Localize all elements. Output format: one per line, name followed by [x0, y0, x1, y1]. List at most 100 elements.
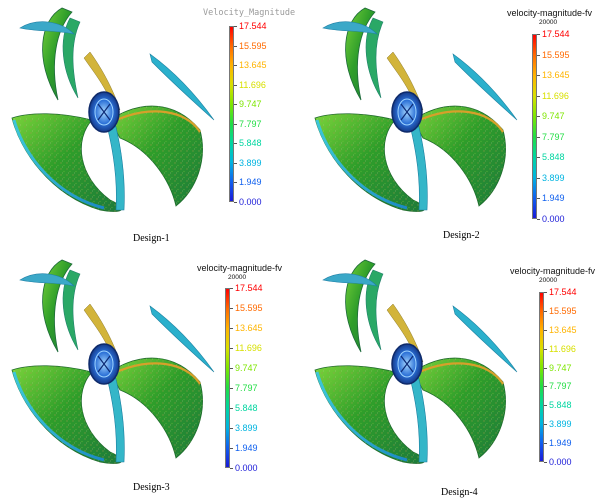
colorbar — [229, 26, 234, 202]
legend-tick-mark — [230, 408, 233, 409]
colorbar — [532, 34, 537, 219]
legend-tick-label: 11.696 — [235, 343, 262, 353]
legend-tick-mark — [537, 157, 540, 159]
legend-tick-mark — [544, 348, 547, 350]
legend-tick-mark — [544, 424, 547, 426]
caption: Design-1 — [133, 233, 170, 244]
legend-tick-mark — [234, 162, 237, 164]
legend-title: velocity-magnitude-fv — [507, 8, 593, 18]
legend-tick-label: 17.544 — [542, 29, 570, 39]
legend-tick-label: 9.747 — [542, 111, 565, 122]
legend-tick-mark — [230, 368, 233, 369]
legend-tick-label: 1.949 — [549, 438, 572, 449]
legend-tick-mark — [230, 288, 233, 289]
legend-tick-mark — [544, 443, 547, 445]
propeller-render — [313, 6, 519, 214]
panel-design-2: velocity-magnitude-fv 20000 17.544 15.595… — [303, 0, 606, 251]
legend-tick-mark — [234, 104, 237, 106]
legend-tick-label: 5.848 — [542, 152, 565, 163]
legend-title: Velocity_Magnitude — [203, 8, 296, 18]
caption: Design-2 — [443, 230, 480, 241]
legend-tick-mark — [544, 367, 547, 369]
legend-tick-label: 7.797 — [235, 383, 258, 393]
legend-tick-label: 3.899 — [239, 157, 262, 168]
legend-tick-mark — [234, 65, 237, 67]
colorbar — [539, 292, 544, 462]
propeller-render — [10, 6, 216, 214]
legend-tick-label: 15.595 — [239, 40, 267, 51]
legend-tick-mark — [544, 462, 547, 463]
legend-tick-mark — [544, 310, 547, 312]
legend-tick-label: 0.000 — [542, 214, 565, 224]
panel-design-1: Velocity_Magnitude 17.544 15.595 13.645 11.… — [0, 0, 303, 251]
legend-tick-mark — [537, 136, 540, 138]
legend-tick-label: 17.544 — [549, 287, 577, 297]
legend-tick-mark — [230, 328, 233, 329]
legend-tick-mark — [537, 177, 540, 179]
legend-tick-mark — [537, 34, 540, 35]
legend-tick-label: 0.000 — [549, 457, 572, 467]
legend-tick-mark — [537, 198, 540, 200]
legend-tick-mark — [230, 348, 233, 349]
legend-title: velocity-magnitude-fv — [197, 263, 283, 273]
legend-tick-label: 17.544 — [239, 21, 267, 31]
legend-title: velocity-magnitude-fv — [510, 266, 596, 276]
colorbar — [225, 288, 230, 468]
legend-subtitle: 20000 — [539, 19, 558, 26]
legend-tick-mark — [537, 116, 540, 118]
legend-tick-label: 1.949 — [235, 443, 258, 453]
legend-tick-label: 0.000 — [235, 463, 258, 473]
legend-tick-mark — [234, 202, 237, 203]
caption: Design-4 — [441, 487, 478, 498]
legend-tick-label: 1.949 — [542, 193, 565, 204]
legend-tick-label: 7.797 — [549, 381, 572, 392]
legend-tick-mark — [234, 45, 237, 47]
legend-tick-label: 7.797 — [542, 131, 565, 142]
legend-tick-mark — [234, 182, 237, 184]
legend-tick-label: 9.747 — [239, 99, 262, 110]
panel-design-4: velocity-magnitude-fv 20000 17.544 15.595… — [303, 252, 606, 503]
caption: Design-3 — [133, 482, 170, 493]
legend-tick-mark — [544, 386, 547, 388]
legend-tick-mark — [230, 448, 233, 449]
legend-tick-mark — [234, 123, 237, 125]
panel-design-3: velocity-magnitude-fv 20000 17.544 15.595… — [0, 252, 303, 503]
legend-tick-mark — [537, 75, 540, 77]
legend-tick-mark — [537, 54, 540, 56]
legend-subtitle: 20000 — [539, 277, 558, 284]
legend-tick-label: 5.848 — [549, 400, 572, 411]
legend-tick-label: 11.696 — [549, 343, 576, 354]
legend-tick-label: 0.000 — [239, 197, 262, 207]
legend-tick-label: 13.645 — [542, 70, 570, 81]
legend-tick-mark — [234, 26, 237, 27]
legend-subtitle: 20000 — [228, 274, 247, 281]
legend-tick-mark — [234, 84, 237, 86]
legend-tick-label: 7.797 — [239, 118, 262, 129]
legend-tick-label: 17.544 — [235, 283, 263, 293]
legend-tick-label: 1.949 — [239, 177, 262, 188]
legend-tick-label: 13.645 — [235, 323, 263, 333]
legend-tick-label: 11.696 — [239, 79, 266, 90]
legend-tick-label: 11.696 — [542, 90, 569, 101]
propeller-render — [10, 258, 216, 466]
legend-tick-mark — [544, 292, 547, 293]
legend-tick-label: 9.747 — [549, 362, 572, 373]
legend-tick-label: 3.899 — [235, 423, 258, 433]
legend-tick-label: 5.848 — [239, 138, 262, 149]
legend-tick-mark — [544, 329, 547, 331]
legend-tick-mark — [230, 388, 233, 389]
legend-tick-label: 9.747 — [235, 363, 258, 373]
legend-tick-label: 3.899 — [542, 172, 565, 183]
legend-tick-label: 15.595 — [549, 305, 577, 316]
legend-tick-label: 15.595 — [235, 303, 263, 313]
legend-tick-label: 5.848 — [235, 403, 258, 413]
legend-tick-mark — [230, 468, 233, 469]
legend-tick-mark — [234, 143, 237, 145]
legend-tick-label: 15.595 — [542, 49, 570, 60]
legend-tick-mark — [537, 219, 540, 220]
propeller-render — [313, 258, 519, 466]
legend-tick-label: 3.899 — [549, 419, 572, 430]
legend-tick-mark — [544, 405, 547, 407]
legend-tick-mark — [537, 95, 540, 97]
legend-tick-label: 13.645 — [549, 324, 577, 335]
